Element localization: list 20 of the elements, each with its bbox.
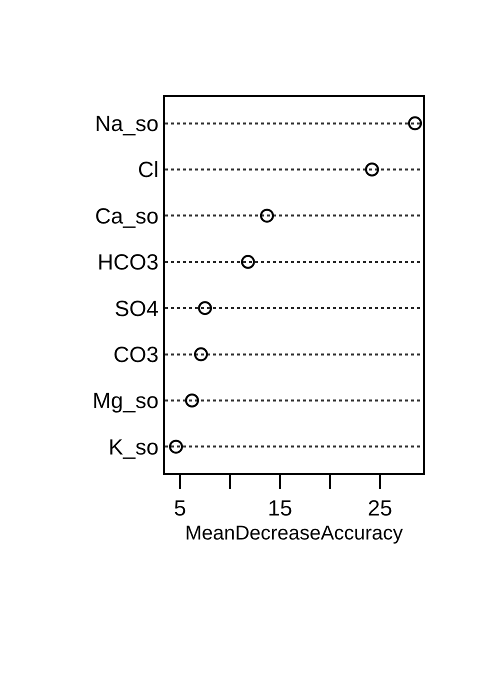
point <box>194 347 208 362</box>
x-tick-label: 25 <box>368 495 392 520</box>
y-tick-label: Mg_so <box>92 388 159 414</box>
point <box>365 162 379 176</box>
x-axis-title: MeanDecreaseAccuracy <box>185 522 403 544</box>
y-tick-label: Cl <box>138 157 159 182</box>
y-tick-label: SO4 <box>114 296 159 321</box>
x-tick-label: 5 <box>174 495 186 520</box>
y-tick-label: Na_so <box>95 111 159 136</box>
point <box>185 394 199 408</box>
point <box>169 440 183 454</box>
y-tick-label: Ca_so <box>95 203 159 228</box>
x-tick-label: 15 <box>268 495 292 520</box>
y-tick-label: CO3 <box>113 342 159 367</box>
point <box>260 208 274 223</box>
point <box>408 116 422 130</box>
point <box>198 301 212 316</box>
y-tick-label: HCO3 <box>97 250 159 275</box>
point <box>241 254 255 269</box>
y-tick-label: K_so <box>108 434 159 460</box>
